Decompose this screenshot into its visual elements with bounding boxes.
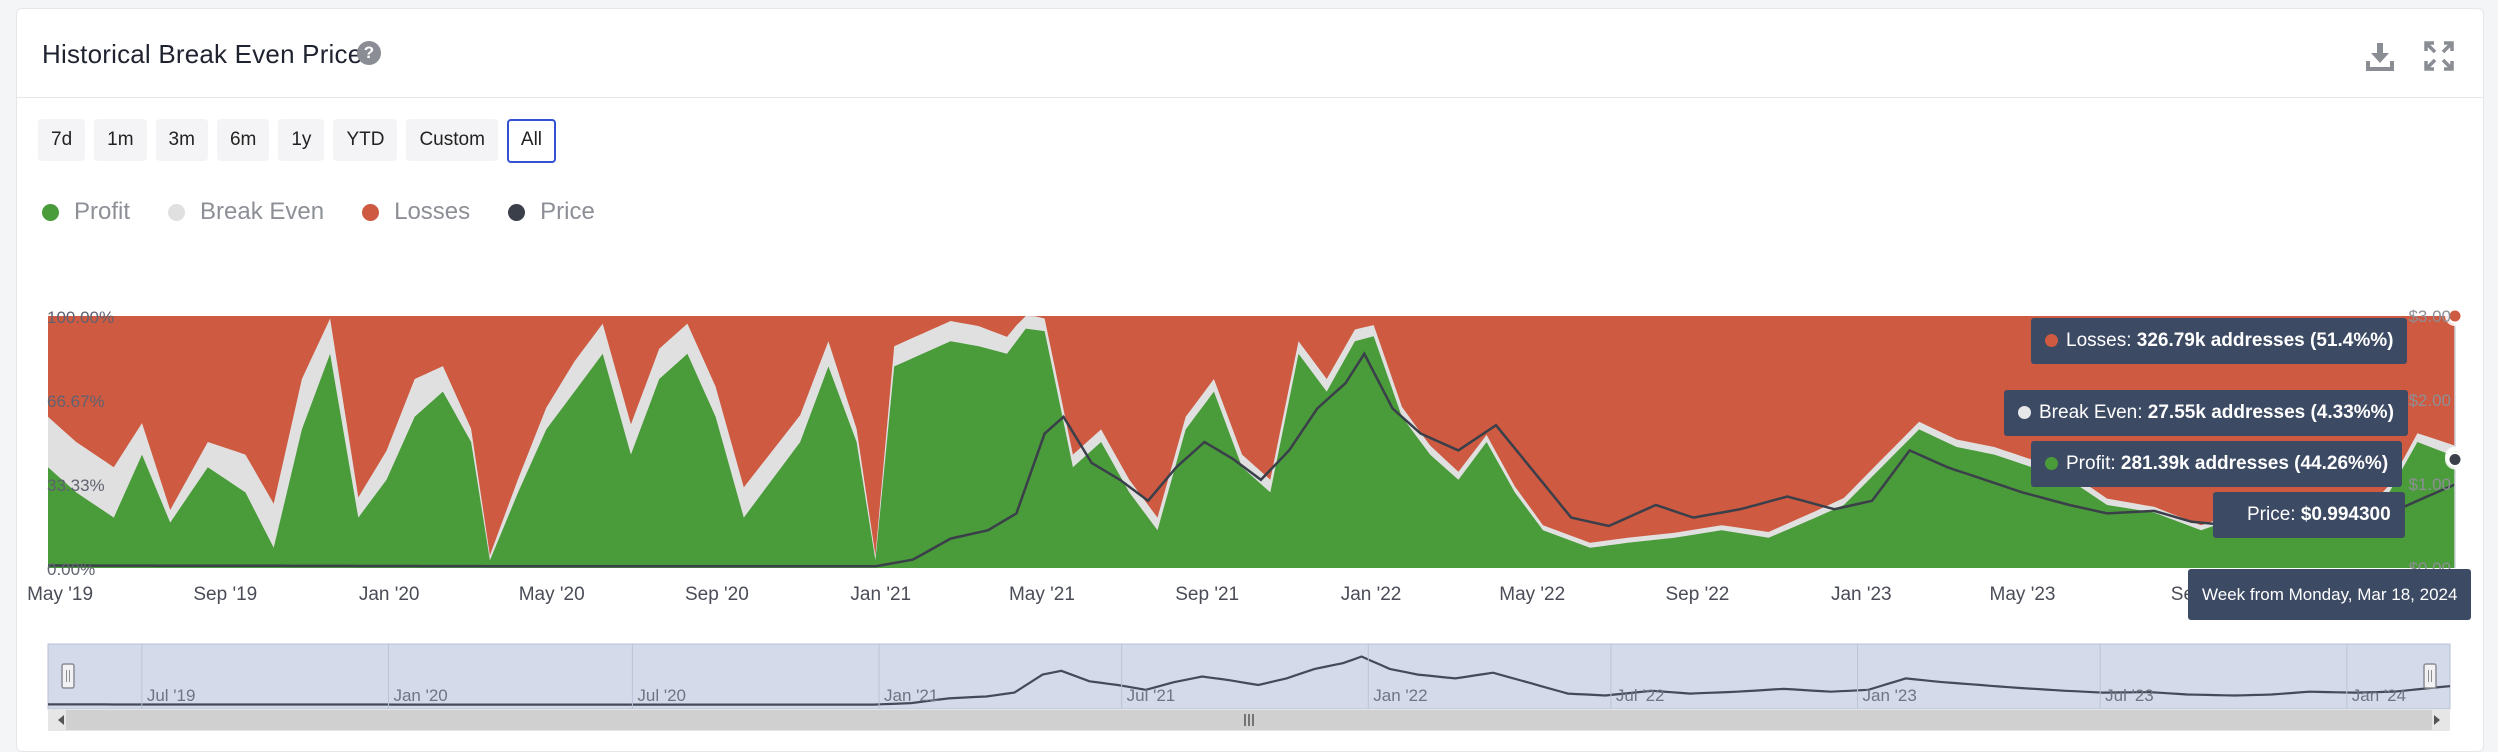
tooltip-price-label: Price — [2247, 504, 2291, 525]
x-axis-tick: Sep '20 — [685, 584, 749, 605]
tooltip-profit-value: 281.39k addresses (44.26%%) — [2120, 453, 2389, 474]
left-axis-tick: 0.00% — [47, 560, 95, 579]
x-axis-tick: Sep '19 — [193, 584, 257, 605]
legend-losses[interactable]: Losses — [362, 198, 470, 226]
x-axis-tick: May '23 — [1990, 584, 2056, 605]
download-icon[interactable] — [2363, 39, 2397, 73]
tooltip-price-value: $0.994300 — [2300, 504, 2391, 525]
navigator-range — [47, 643, 2451, 710]
navigator-handle[interactable] — [61, 663, 75, 689]
help-icon[interactable]: ? — [357, 41, 381, 65]
period-ytd[interactable]: YTD — [333, 119, 398, 161]
scroll-left-icon[interactable] — [58, 715, 64, 725]
legend-dot-price — [508, 203, 526, 221]
tooltip-dot-break-even — [2018, 406, 2031, 419]
chart-legend: Profit Break Even Losses Price — [42, 198, 595, 226]
navigator-price-line — [48, 655, 2451, 706]
right-axis-tick: $1.00 — [2408, 475, 2451, 494]
legend-price[interactable]: Price — [508, 198, 595, 226]
tooltip-break-even: Break Even: 27.55k addresses (4.33%%) — [2004, 390, 2408, 436]
navigator-label: Jul '19 — [147, 686, 196, 705]
tooltip-profit: Profit: 281.39k addresses (44.26%%) — [2031, 441, 2403, 487]
legend-label-price: Price — [540, 198, 595, 225]
legend-break-even[interactable]: Break Even — [168, 198, 324, 226]
tooltip-dot-profit — [2045, 457, 2058, 470]
period-all[interactable]: All — [506, 119, 557, 163]
x-axis-tick: Jan '23 — [1831, 584, 1892, 605]
legend-dot-profit — [42, 203, 59, 221]
x-axis-tick: May '22 — [1499, 584, 1565, 605]
period-custom[interactable]: Custom — [406, 119, 498, 161]
tooltip-losses-value: 326.79k addresses (51.4%%) — [2136, 330, 2394, 351]
navigator-label: Jan '24 — [2352, 686, 2406, 705]
x-axis-tick: May '21 — [1009, 584, 1075, 605]
tooltip-break-even-value: 27.55k addresses (4.33%%) — [2147, 402, 2394, 423]
scroll-right-icon[interactable] — [2434, 715, 2440, 725]
navigator-label: Jan '20 — [393, 686, 447, 705]
tooltip-week: Week from Monday, Mar 18, 2024 — [2188, 569, 2472, 620]
period-3m[interactable]: 3m — [155, 119, 208, 161]
navigator-label: Jul '21 — [1127, 686, 1176, 705]
right-axis-tick: $3.00 — [2408, 307, 2451, 326]
tooltip-price: Price: $0.994300 — [2213, 492, 2405, 538]
fullscreen-icon[interactable] — [2422, 39, 2456, 73]
period-1y[interactable]: 1y — [278, 119, 325, 161]
legend-profit[interactable]: Profit — [42, 198, 130, 226]
navigator-label: Jan '23 — [1863, 686, 1917, 705]
losses-marker — [2447, 308, 2463, 324]
navigator-label: Jul '22 — [1616, 686, 1665, 705]
navigator-label: Jan '22 — [1373, 686, 1427, 705]
navigator-handle[interactable] — [2423, 663, 2437, 689]
legend-label-losses: Losses — [394, 198, 471, 225]
card-header: Historical Break Even Price ? — [17, 9, 2483, 98]
navigator-label: Jul '20 — [637, 686, 686, 705]
navigator-label: Jan '21 — [884, 686, 938, 705]
left-axis-tick: 66.67% — [47, 392, 105, 411]
period-selector: 7d 1m 3m 6m 1y YTD Custom All — [38, 119, 557, 163]
legend-dot-break-even — [168, 203, 186, 221]
profit-area — [48, 328, 2455, 568]
left-axis-tick: 33.33% — [47, 476, 105, 495]
x-axis-tick: Jan '21 — [850, 584, 911, 605]
left-axis-tick: 100.00% — [47, 308, 114, 327]
tooltip-losses: Losses: 326.79k addresses (51.4%%) — [2031, 318, 2408, 364]
x-axis-tick: May '20 — [519, 584, 585, 605]
x-axis-tick: May '19 — [27, 584, 93, 605]
x-axis-tick: Sep '22 — [1666, 584, 1730, 605]
right-axis-tick: $2.00 — [2408, 391, 2451, 410]
period-6m[interactable]: 6m — [216, 119, 270, 161]
period-7d[interactable]: 7d — [38, 119, 86, 161]
price-line — [48, 351, 2456, 568]
tooltip-break-even-label: Break Even — [2039, 402, 2138, 423]
tooltip-losses-label: Losses — [2066, 330, 2127, 351]
legend-label-profit: Profit — [74, 198, 131, 225]
legend-dot-losses — [362, 203, 380, 221]
x-axis-tick: Jan '20 — [359, 584, 420, 605]
legend-label-break-even: Break Even — [200, 198, 325, 225]
page-title: Historical Break Even Price — [42, 39, 363, 69]
tooltip-dot-losses — [2045, 334, 2058, 347]
period-1m[interactable]: 1m — [94, 119, 147, 161]
tooltip-profit-label: Profit — [2066, 453, 2111, 474]
navigator-label: Jul '23 — [2105, 686, 2154, 705]
price-marker — [2447, 451, 2463, 467]
x-axis-tick: Jan '22 — [1341, 584, 1402, 605]
x-axis-tick: Sep '21 — [1175, 584, 1239, 605]
